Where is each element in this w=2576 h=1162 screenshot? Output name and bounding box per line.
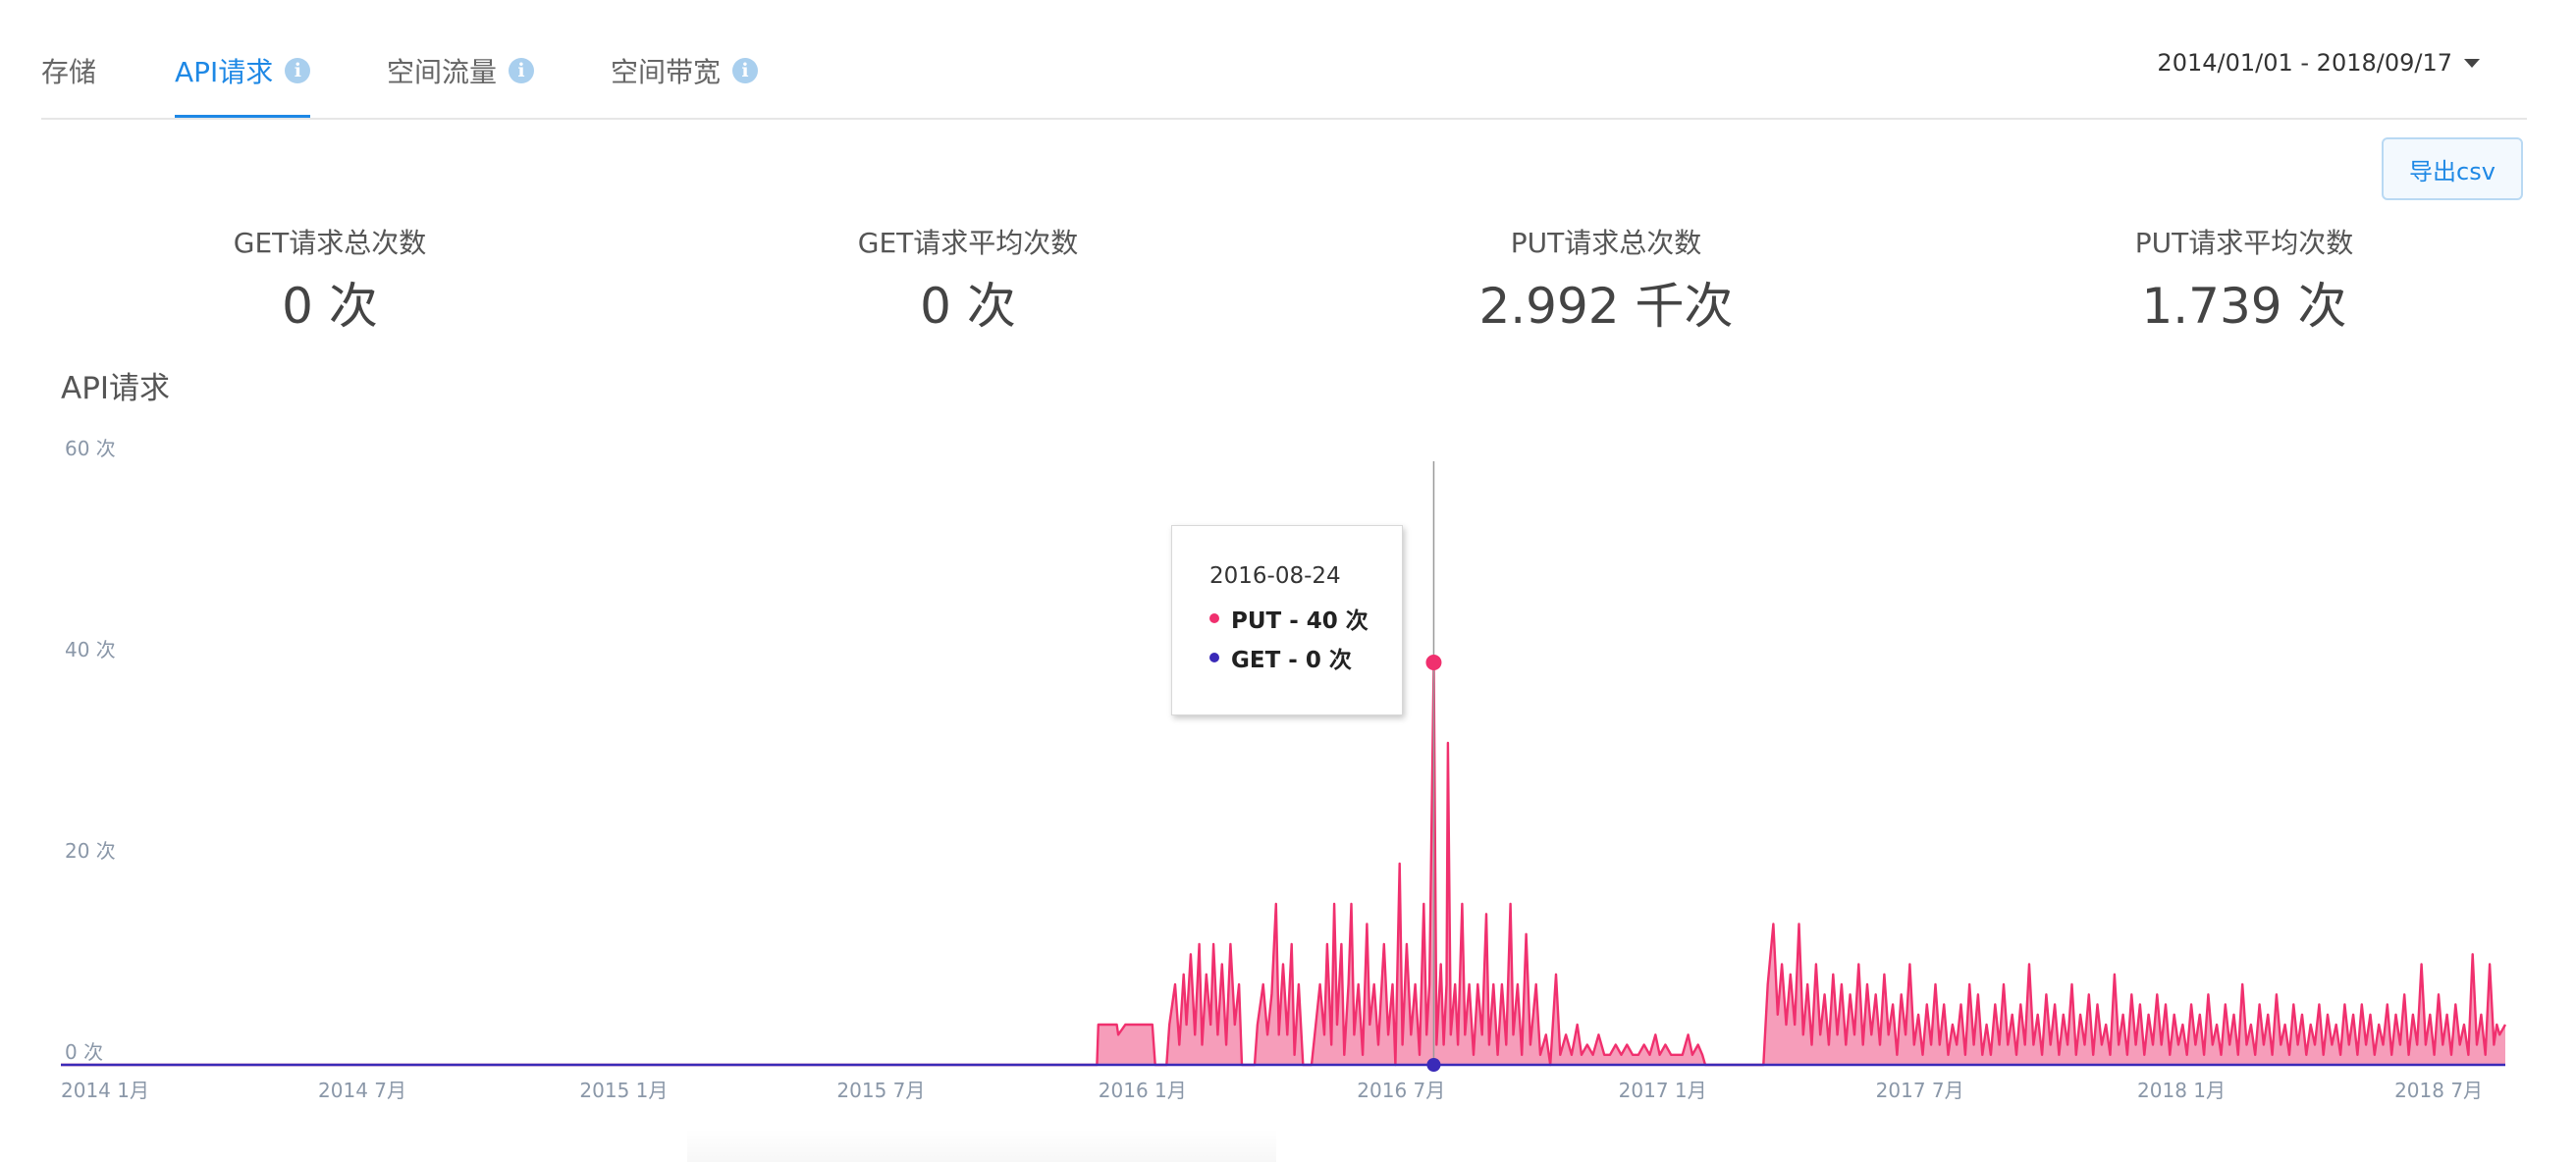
stat-label: GET请求总次数 (233, 227, 427, 259)
tab-space-bandwidth[interactable]: 空间带宽 i (611, 51, 759, 90)
tab-label: 存储 (41, 56, 97, 88)
stat-label: PUT请求总次数 (1510, 227, 1702, 259)
tab-storage[interactable]: 存储 (41, 51, 96, 90)
info-icon[interactable]: i (285, 58, 311, 83)
series-line-put (61, 660, 2507, 1067)
tab-space-traffic[interactable]: 空间流量 i (387, 51, 535, 90)
stat-value: 0 次 (920, 278, 1016, 335)
tooltip-date: 2016-08-24 (1209, 563, 1341, 589)
tooltip-put-row: PUT - 40 次 (1209, 599, 1402, 638)
x-tick-label: 2016 1月 (1099, 1079, 1187, 1102)
active-tab-underline (175, 115, 311, 118)
tooltip-get-row: GET - 0 次 (1209, 638, 1402, 677)
y-tick-label: 40 次 (65, 638, 116, 661)
x-tick-label: 2014 7月 (318, 1079, 406, 1102)
series-area-put (61, 662, 2505, 1065)
stat-put-average: PUT请求平均次数 1.739 次 (1999, 222, 2490, 338)
x-tick-label: 2018 1月 (2137, 1079, 2226, 1102)
stat-value: 2.992 千次 (1478, 278, 1734, 335)
x-tick-label: 2014 1月 (61, 1079, 149, 1102)
tooltip-get-text: GET - 0 次 (1231, 648, 1352, 673)
y-tick-label: 60 次 (65, 437, 116, 460)
x-tick-label: 2018 7月 (2394, 1079, 2483, 1102)
tab-label: 空间流量 (387, 56, 498, 88)
info-icon[interactable]: i (509, 58, 535, 83)
x-tick-label: 2017 1月 (1619, 1079, 1707, 1102)
info-icon[interactable]: i (732, 58, 759, 83)
stat-label: PUT请求平均次数 (2134, 227, 2354, 259)
stat-put-total: PUT请求总次数 2.992 千次 (1361, 222, 1852, 338)
stat-get-total: GET请求总次数 0 次 (84, 222, 575, 338)
export-csv-button[interactable]: 导出csv (2382, 137, 2523, 200)
tab-bar: 存储 API请求 i 空间流量 i 空间带宽 i 2014/01/01 - 20… (41, 0, 2527, 120)
chart-title: API请求 (61, 371, 171, 406)
stat-get-average: GET请求平均次数 0 次 (723, 222, 1213, 338)
tab-api-requests[interactable]: API请求 i (175, 51, 311, 118)
y-tick-label: 0 次 (65, 1040, 103, 1064)
chart-tooltip: 2016-08-24 PUT - 40 次 GET - 0 次 (1171, 525, 1403, 715)
date-range-text: 2014/01/01 - 2018/09/17 (2157, 49, 2452, 77)
put-highlight-point (1425, 655, 1442, 670)
stat-value: 1.739 次 (2141, 278, 2347, 335)
scroll-shadow (687, 1129, 1276, 1162)
x-tick-label: 2015 1月 (579, 1079, 668, 1102)
put-dot-icon (1209, 613, 1219, 623)
caret-down-icon (2464, 58, 2480, 68)
stat-label: GET请求平均次数 (857, 227, 1079, 259)
x-tick-label: 2017 7月 (1876, 1079, 1964, 1102)
y-tick-label: 20 次 (65, 839, 116, 863)
tab-label: 空间带宽 (611, 56, 722, 88)
x-tick-label: 2016 7月 (1357, 1079, 1445, 1102)
get-highlight-point (1426, 1058, 1441, 1072)
x-tick-label: 2015 7月 (836, 1079, 925, 1102)
api-request-chart[interactable]: 0 次 20 次 40 次 60 次 2014 1月 2014 7月 2015 1月 2015… (0, 432, 2576, 1138)
tab-label: API请求 (175, 56, 274, 88)
get-dot-icon (1209, 653, 1219, 662)
stat-value: 0 次 (282, 278, 378, 335)
date-range-picker[interactable]: 2014/01/01 - 2018/09/17 (2157, 49, 2480, 77)
tooltip-put-text: PUT - 40 次 (1231, 608, 1368, 634)
